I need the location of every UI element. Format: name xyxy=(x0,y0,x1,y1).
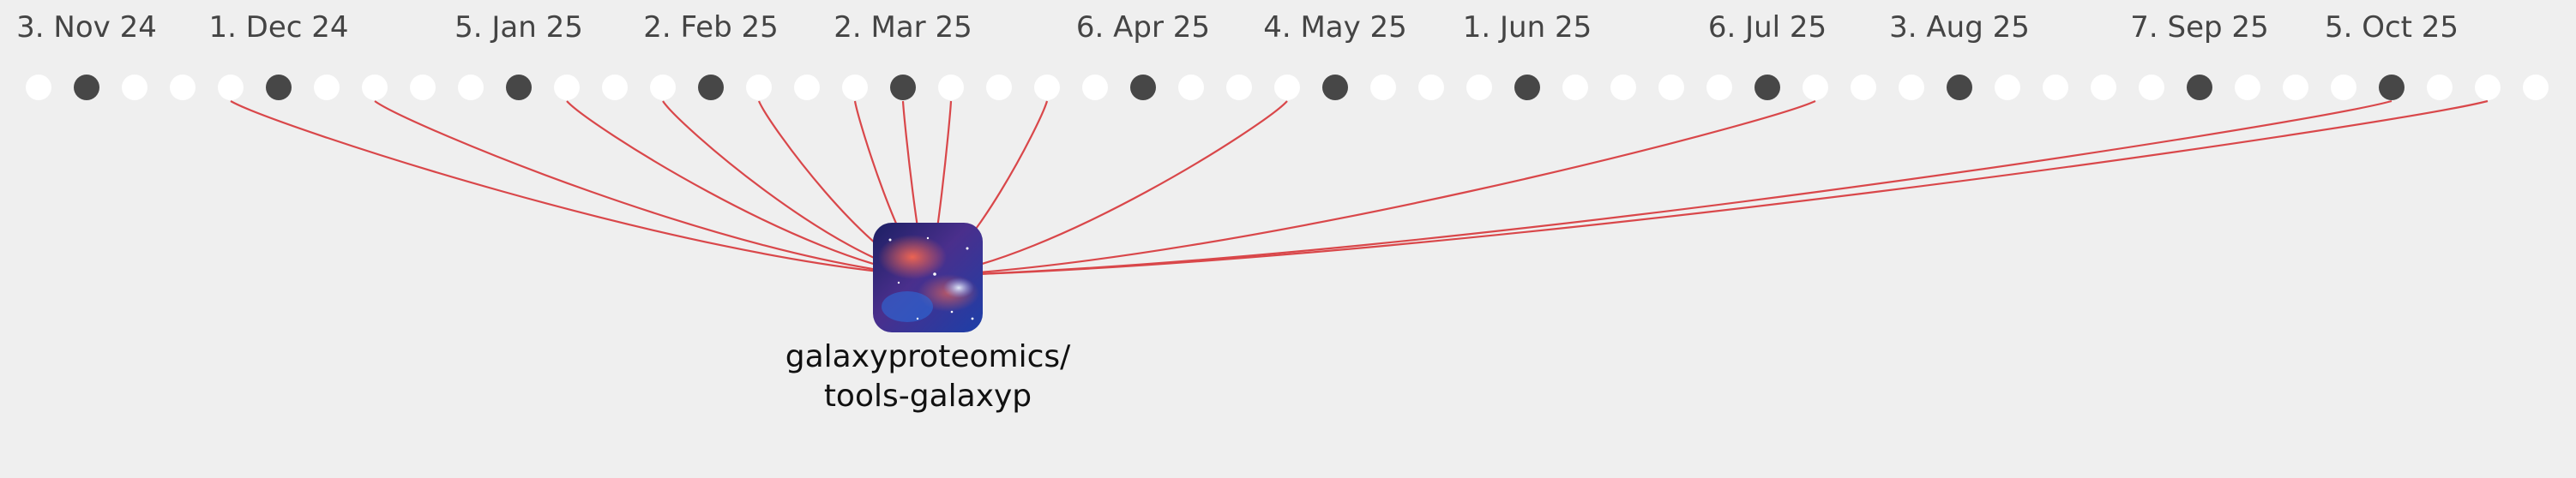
week-dot[interactable] xyxy=(2331,75,2356,100)
week-dot-active[interactable] xyxy=(1322,75,1348,100)
week-dot[interactable] xyxy=(1418,75,1444,100)
week-dot[interactable] xyxy=(2283,75,2308,100)
week-dot[interactable] xyxy=(2139,75,2164,100)
week-dot[interactable] xyxy=(218,75,244,100)
week-dot[interactable] xyxy=(26,75,51,100)
week-dot[interactable] xyxy=(362,75,388,100)
link-line xyxy=(927,99,2489,278)
week-dot[interactable] xyxy=(794,75,820,100)
link-line xyxy=(927,99,1816,278)
week-dot[interactable] xyxy=(1226,75,1252,100)
date-label: 1. Dec 24 xyxy=(208,10,349,45)
week-dot-active[interactable] xyxy=(1514,75,1540,100)
week-dot[interactable] xyxy=(554,75,580,100)
week-dot[interactable] xyxy=(842,75,868,100)
week-dot-active[interactable] xyxy=(1754,75,1780,100)
week-dot[interactable] xyxy=(1658,75,1684,100)
date-label: 3. Nov 24 xyxy=(16,10,157,45)
repo-name-repo: tools-galaxyp xyxy=(823,379,1032,414)
week-dot[interactable] xyxy=(1034,75,1060,100)
week-dot[interactable] xyxy=(1466,75,1492,100)
week-dot[interactable] xyxy=(2475,75,2501,100)
date-label: 5. Jan 25 xyxy=(454,10,583,45)
date-label: 1. Jun 25 xyxy=(1462,10,1592,45)
week-dot[interactable] xyxy=(2091,75,2116,100)
date-label: 6. Apr 25 xyxy=(1075,10,1211,45)
link-line xyxy=(927,99,2392,278)
date-label: 4. May 25 xyxy=(1263,10,1407,45)
week-dot[interactable] xyxy=(986,75,1012,100)
date-label: 2. Feb 25 xyxy=(643,10,779,45)
week-dot[interactable] xyxy=(170,75,196,100)
week-dot-active[interactable] xyxy=(1130,75,1156,100)
week-dot[interactable] xyxy=(650,75,676,100)
date-label: 2. Mar 25 xyxy=(834,10,972,45)
week-dots xyxy=(26,75,2549,100)
date-label: 5. Oct 25 xyxy=(2324,10,2459,45)
week-dot[interactable] xyxy=(314,75,340,100)
week-dot-active[interactable] xyxy=(74,75,99,100)
week-dot-active[interactable] xyxy=(2379,75,2404,100)
week-dot[interactable] xyxy=(602,75,628,100)
week-dot[interactable] xyxy=(1851,75,1876,100)
link-line xyxy=(927,100,1288,278)
week-dot-active[interactable] xyxy=(266,75,292,100)
week-dot[interactable] xyxy=(938,75,964,100)
week-dot-active[interactable] xyxy=(890,75,916,100)
week-dot[interactable] xyxy=(410,75,436,100)
repo-name[interactable]: galaxyproteomics/ tools-galaxyp xyxy=(756,338,1099,416)
week-dot-active[interactable] xyxy=(2187,75,2212,100)
repo-avatar-icon[interactable] xyxy=(873,223,983,332)
link-line xyxy=(230,100,929,278)
week-dot[interactable] xyxy=(2043,75,2068,100)
date-label: 7. Sep 25 xyxy=(2130,10,2269,45)
week-dot[interactable] xyxy=(1370,75,1396,100)
week-dot[interactable] xyxy=(2523,75,2549,100)
date-label: 6. Jul 25 xyxy=(1707,10,1827,45)
week-dot[interactable] xyxy=(122,75,147,100)
week-dot[interactable] xyxy=(1178,75,1204,100)
week-dot[interactable] xyxy=(2235,75,2260,100)
week-dot[interactable] xyxy=(1899,75,1924,100)
week-dot[interactable] xyxy=(1995,75,2020,100)
date-label: 3. Aug 25 xyxy=(1889,10,2030,45)
week-dot-active[interactable] xyxy=(506,75,532,100)
week-dot[interactable] xyxy=(746,75,772,100)
week-dot[interactable] xyxy=(1803,75,1828,100)
week-dot[interactable] xyxy=(1082,75,1108,100)
repo-name-owner: galaxyproteomics/ xyxy=(785,339,1071,374)
link-line xyxy=(374,100,929,278)
week-dot[interactable] xyxy=(1706,75,1732,100)
week-dot[interactable] xyxy=(1562,75,1588,100)
link-line xyxy=(566,100,929,278)
week-dot[interactable] xyxy=(1274,75,1300,100)
week-dot[interactable] xyxy=(2427,75,2453,100)
week-dot-active[interactable] xyxy=(1947,75,1972,100)
week-dot-active[interactable] xyxy=(698,75,724,100)
week-dot[interactable] xyxy=(1610,75,1636,100)
link-lines xyxy=(230,99,2489,278)
week-dot[interactable] xyxy=(458,75,484,100)
